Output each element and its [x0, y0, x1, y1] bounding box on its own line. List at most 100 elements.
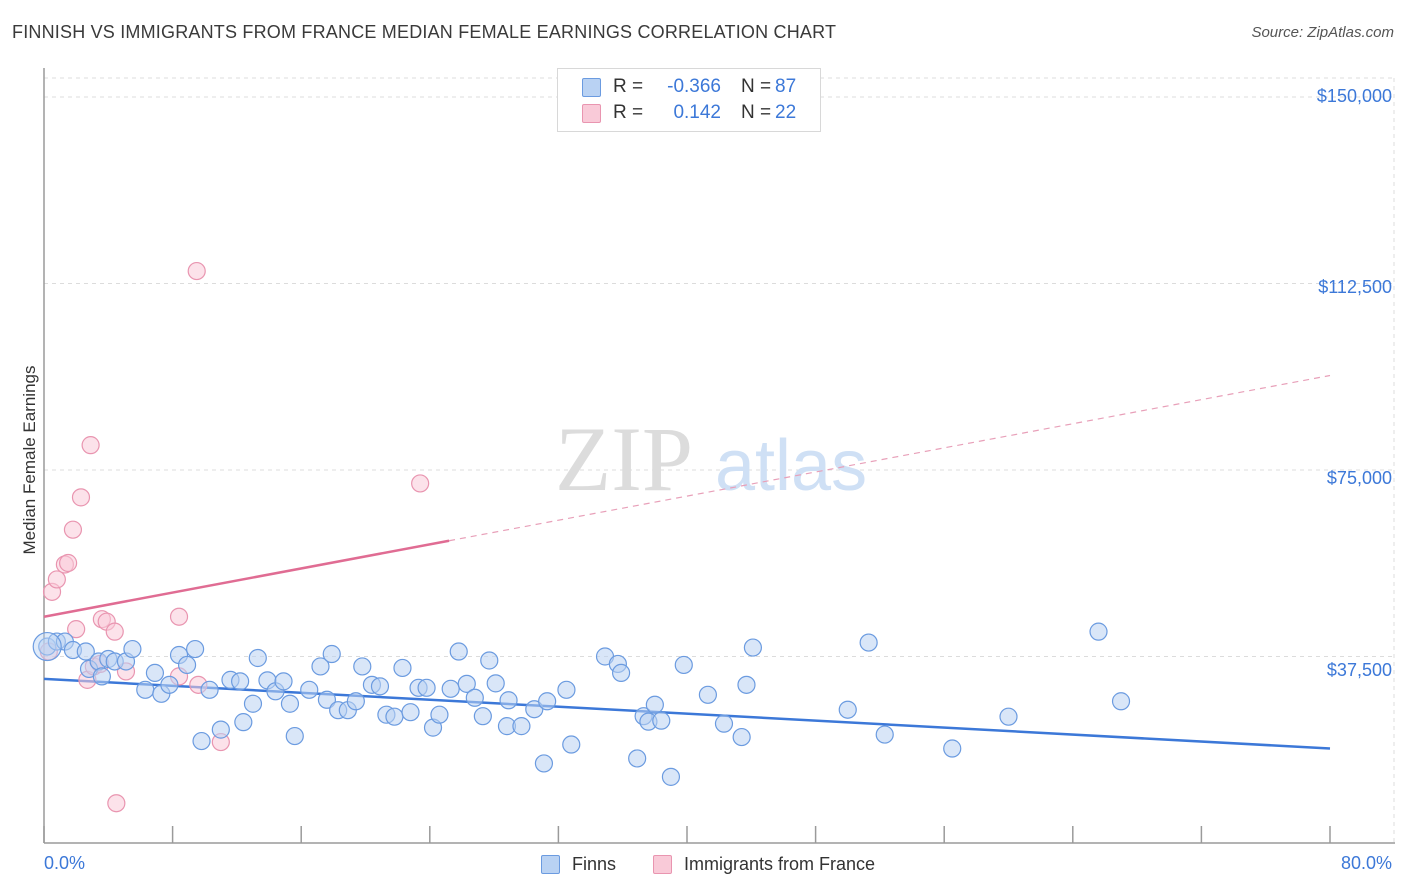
series-france-points [39, 261, 430, 813]
y-tick-label-75000: $75,000 [1326, 468, 1392, 488]
finns-point [698, 685, 717, 704]
bottom-legend-swatch-finns [541, 854, 560, 874]
finns-point [628, 749, 647, 768]
finns-point [611, 663, 631, 683]
finns-cluster-point [32, 631, 62, 662]
finns-point [661, 767, 681, 786]
finns-point [732, 727, 751, 747]
y-axis-label: Median Female Earnings [20, 365, 39, 555]
finns-point [534, 754, 554, 773]
france-point [63, 520, 83, 539]
finns-point [385, 707, 404, 726]
finns-point [499, 691, 518, 710]
bottom-legend-label-finns: Finns [572, 853, 617, 874]
finns-point [743, 638, 763, 657]
finns-point [160, 675, 179, 694]
finns-point [231, 672, 250, 691]
legend-r-value-france: 0.142 [673, 102, 721, 123]
axes [43, 68, 1395, 844]
legend-r-value-finns: -0.366 [667, 76, 721, 97]
finns-point [486, 674, 505, 693]
france-point [67, 620, 86, 639]
france-point [105, 622, 124, 641]
finns-point [714, 714, 734, 733]
finns-point [243, 694, 263, 713]
finns-point [234, 713, 253, 732]
finns-point [652, 711, 671, 730]
legend-row-france: R = 0.142 N = 22 [582, 101, 796, 125]
y-tick-label-37500: $37,500 [1326, 660, 1392, 680]
finns-point [346, 692, 365, 711]
watermark-zip: ZIP [555, 408, 693, 510]
finns-point [92, 667, 111, 686]
finns-point [393, 658, 412, 678]
finns-point [136, 680, 155, 699]
finns-point [192, 731, 211, 751]
finns-point [645, 695, 664, 714]
chart-title: FINNISH VS IMMIGRANTS FROM FRANCE MEDIAN… [12, 22, 837, 42]
france-point [71, 488, 91, 507]
finns-point [417, 678, 436, 697]
bottom-legend-swatch-france [653, 854, 672, 874]
finns-point [838, 700, 857, 719]
legend-n-value-finns: 87 [775, 76, 797, 97]
legend-swatch-france [582, 103, 601, 123]
y-tick-label-150000: $150,000 [1316, 86, 1392, 106]
finns-point [1089, 622, 1108, 641]
finns-point [370, 677, 390, 696]
finns-point [76, 642, 95, 661]
legend-r-label: R = [613, 102, 644, 123]
finns-point [317, 690, 337, 709]
finns-point [200, 680, 219, 699]
bottom-legend-france: Immigrants from France [653, 852, 875, 876]
watermark-atlas: atlas [715, 426, 867, 506]
finns-point [875, 725, 894, 744]
x-tick-label-min: 0.0% [44, 853, 86, 873]
correlation-legend: R = -0.366 N = 87 R = 0.142 N = 22 [557, 68, 821, 132]
france-point [411, 474, 430, 493]
finns-point [401, 703, 420, 722]
legend-n-label: N = [741, 102, 772, 123]
finns-point [177, 655, 197, 675]
finns-point [430, 705, 449, 724]
finns-point [457, 674, 476, 693]
trend-line-france [43, 539, 450, 618]
france-point [47, 570, 66, 589]
legend-swatch-finns [582, 77, 601, 97]
finns-point [285, 726, 304, 746]
series-finns-points [32, 622, 1131, 786]
finns-point [311, 657, 330, 676]
finns-point [557, 680, 576, 699]
finns-point [449, 642, 468, 661]
finns-point [353, 657, 372, 676]
finns-point [1111, 692, 1131, 711]
watermark: ZIP atlas [555, 408, 867, 510]
finns-point [280, 694, 300, 713]
france-point [169, 607, 189, 626]
finns-point [123, 639, 142, 659]
finns-point [322, 644, 341, 664]
bottom-legend-label-france: Immigrants from France [684, 853, 876, 874]
legend-n-label: N = [741, 76, 772, 97]
trend-lines [43, 374, 1331, 750]
finns-point [300, 680, 319, 699]
finns-point [186, 639, 205, 659]
france-point [59, 553, 78, 573]
finns-point [211, 720, 230, 739]
legend-r-label: R = [613, 76, 644, 97]
finns-point [674, 655, 693, 675]
finns-point [859, 633, 878, 652]
france-point [187, 261, 206, 281]
finns-point [248, 648, 267, 668]
finns-point [512, 717, 531, 736]
france-point [107, 794, 126, 813]
finns-point [441, 679, 460, 698]
finns-point [480, 651, 499, 670]
france-point [81, 436, 100, 455]
y-tick-label-112500: $112,500 [1318, 277, 1392, 297]
trend-line-finns [43, 677, 1331, 750]
finns-point [538, 692, 557, 711]
x-tick-label-max: 80.0% [1340, 853, 1392, 873]
finns-point [737, 675, 756, 694]
